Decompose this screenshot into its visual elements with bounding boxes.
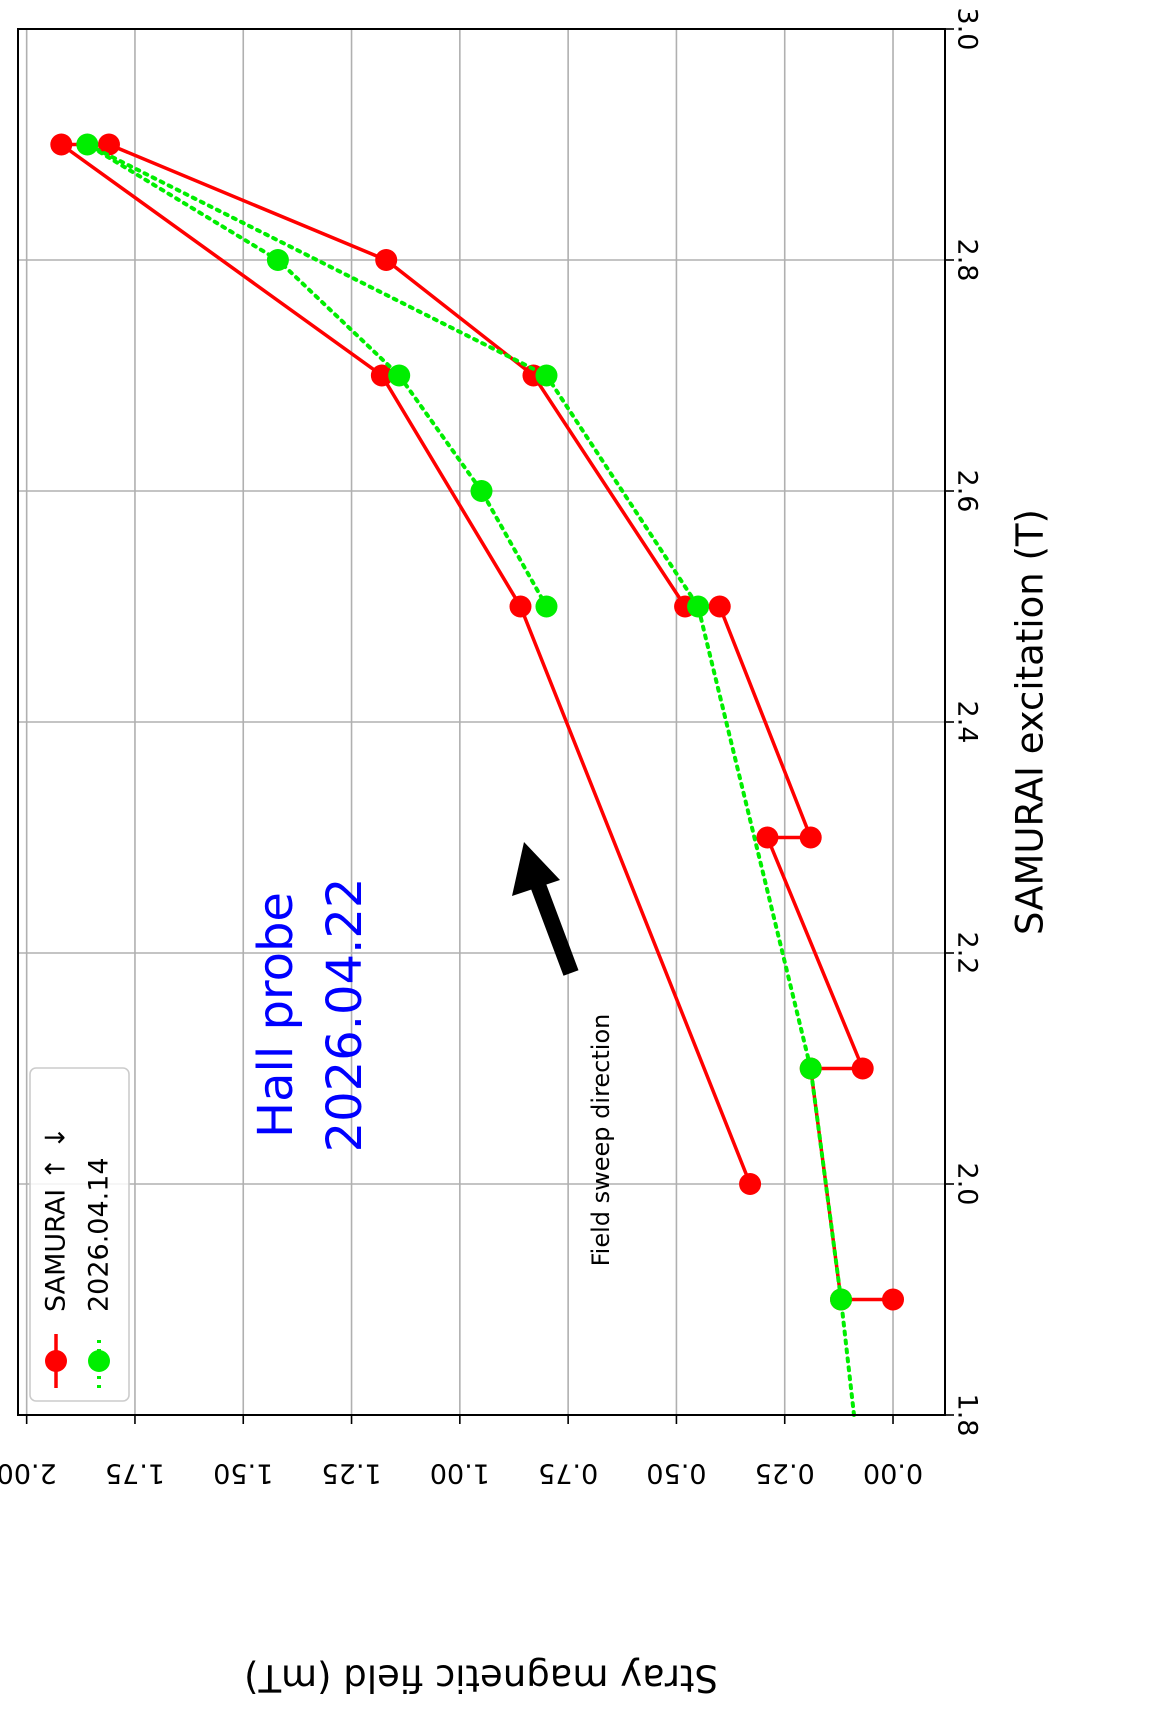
x-tick-label: 3.0 — [952, 8, 983, 51]
y-tick-label: 0.50 — [646, 1458, 706, 1489]
series-1-point — [76, 133, 99, 156]
ticks: 1.8 2.0 2.2 2.4 2.6 2.8 3.0 0.00 0.25 0.50 0.75 1.0… — [0, 8, 983, 1489]
sweep-arrow-head — [512, 842, 560, 896]
series-1-point — [799, 1057, 822, 1080]
x-tick-label: 2.4 — [952, 701, 983, 744]
series-1-point — [388, 364, 411, 387]
series-0-point — [97, 133, 120, 156]
x-tick-label: 2.0 — [952, 1163, 983, 1206]
series-layer — [50, 133, 905, 1417]
series-0-point — [882, 1288, 905, 1311]
series-1-point — [535, 364, 558, 387]
legend-box — [29, 1067, 130, 1402]
legend-label: SAMURAI ↑ ↓ — [41, 1126, 72, 1312]
x-axis-label: SAMURAI excitation (T) — [1009, 509, 1052, 935]
series-0-point — [739, 1173, 762, 1195]
y-tick-label: 0.00 — [863, 1458, 923, 1489]
grid — [18, 28, 945, 1416]
y-tick-label: 0.75 — [538, 1458, 598, 1489]
sweep-arrow-shaft — [530, 882, 579, 976]
x-tick-label: 2.8 — [952, 239, 983, 282]
legend-swatch-marker — [88, 1350, 110, 1372]
series-0-point — [370, 364, 393, 387]
axis-labels: SAMURAI excitation (T) Stray magnetic fie… — [244, 509, 1051, 1699]
series-1-point — [687, 595, 710, 618]
series-0-point — [799, 826, 822, 849]
series-1-point — [470, 480, 493, 502]
annotation-date: 2026.04.22 — [317, 878, 373, 1153]
series-1-point — [266, 249, 289, 271]
legend-swatch-marker — [45, 1350, 67, 1372]
series-0-point — [375, 249, 398, 271]
y-tick-label: 0.25 — [755, 1458, 815, 1489]
y-axis-label: Stray magnetic field (mT) — [244, 1657, 718, 1700]
annotation-hall-probe: Hall probe — [248, 892, 304, 1138]
x-tick-label: 1.8 — [952, 1394, 983, 1437]
y-tick-label: 1.25 — [321, 1458, 381, 1489]
series-1-line — [85, 142, 856, 1417]
legend-label: 2026.04.14 — [84, 1157, 115, 1312]
y-tick-label: 1.50 — [213, 1458, 273, 1489]
x-tick-label: 2.2 — [952, 932, 983, 975]
series-0-point — [851, 1057, 874, 1080]
series-1-point — [830, 1288, 853, 1311]
x-tick-label: 2.6 — [952, 470, 983, 513]
series-0-point — [50, 133, 73, 156]
y-tick-label: 2.00 — [0, 1458, 57, 1489]
y-tick-label: 1.00 — [430, 1458, 490, 1489]
y-tick-label: 1.75 — [105, 1458, 165, 1489]
annotation-sweep-direction: Field sweep direction — [587, 1014, 615, 1267]
series-0-point — [509, 595, 532, 618]
series-0-point — [708, 595, 731, 618]
series-1-point — [535, 595, 558, 618]
legend: SAMURAI ↑ ↓ 2026.04.14 — [29, 1067, 130, 1402]
series-0-point — [756, 826, 779, 849]
annotations: Hall probe 2026.04.22 Field sweep directio… — [248, 842, 615, 1266]
